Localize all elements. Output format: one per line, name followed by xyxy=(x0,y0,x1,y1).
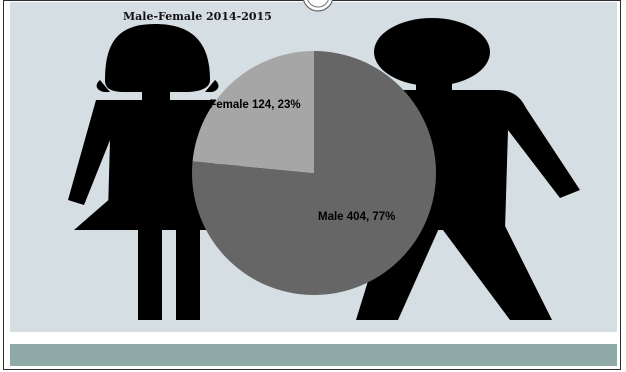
pie-labels: Male 404, 77% Female 124, 23% xyxy=(209,99,395,223)
circle-ornament-icon xyxy=(302,0,334,12)
chart-title: Male-Female 2014-2015 xyxy=(123,10,272,23)
footer-band xyxy=(10,344,617,366)
pie-label-female: Female 124, 23% xyxy=(209,99,300,111)
pie-slices xyxy=(191,51,436,295)
pie-label-male: Male 404, 77% xyxy=(318,211,395,223)
pie-slice-female xyxy=(192,51,314,173)
